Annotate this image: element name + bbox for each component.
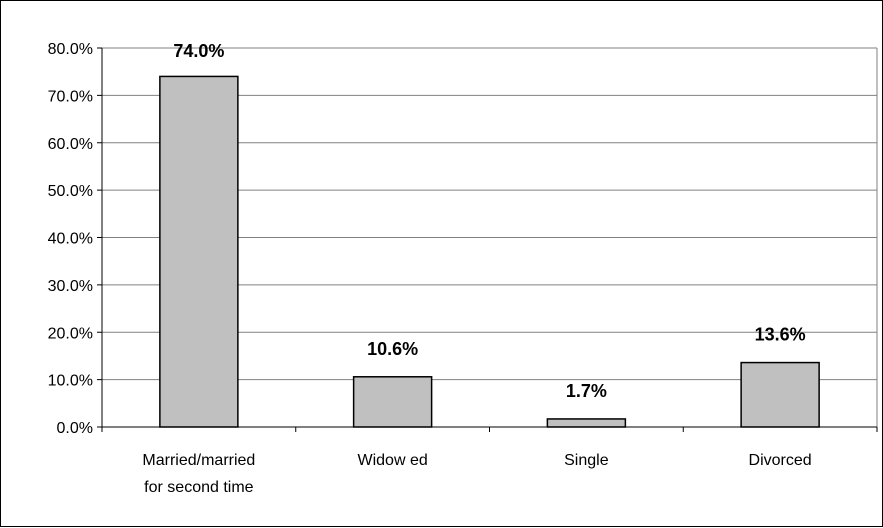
data-label: 13.6% <box>755 325 806 345</box>
data-label: 1.7% <box>566 381 607 401</box>
category-label: for second time <box>144 479 253 496</box>
y-tick-label: 10.0% <box>48 373 93 390</box>
category-label: Single <box>564 452 609 469</box>
bar <box>352 376 433 428</box>
bar <box>159 75 239 428</box>
y-tick-label: 30.0% <box>48 278 93 295</box>
bar <box>546 418 627 428</box>
category-label: Divorced <box>749 452 812 469</box>
y-tick-label: 80.0% <box>48 41 93 58</box>
y-tick-label: 70.0% <box>48 88 93 105</box>
y-tick-label: 40.0% <box>48 231 93 248</box>
data-label: 10.6% <box>367 339 418 359</box>
data-label: 74.0% <box>173 41 224 61</box>
category-labels: Married/married for second time Widow ed Si… <box>142 452 811 496</box>
category-label: Married/married <box>142 452 255 469</box>
y-tick-labels: 0.0% 10.0% 20.0% 30.0% 40.0% 50.0% 60.0% 70.0% 8… <box>48 41 93 437</box>
y-tick-label: 20.0% <box>48 325 93 342</box>
category-label: Widow ed <box>358 452 428 469</box>
bars <box>159 75 820 428</box>
y-tick-label: 0.0% <box>57 420 93 437</box>
bar <box>740 361 820 428</box>
y-tick-label: 60.0% <box>48 136 93 153</box>
y-tick-label: 50.0% <box>48 183 93 200</box>
data-labels: 74.0% 10.6% 1.7% 13.6% <box>173 41 805 401</box>
